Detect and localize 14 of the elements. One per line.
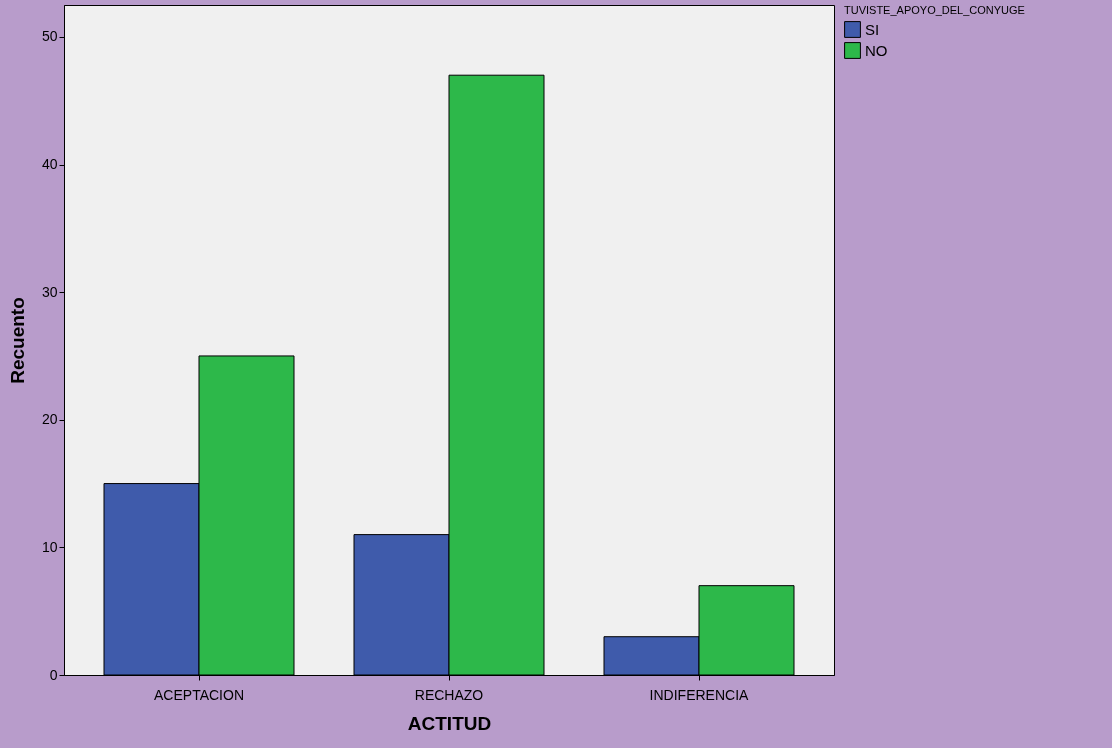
x-tick-label: RECHAZO <box>414 686 484 703</box>
y-tick-label: 10 <box>41 538 58 555</box>
y-tick-label: 20 <box>41 411 58 428</box>
y-tick-label: 40 <box>41 156 58 173</box>
x-tick-label: INDIFERENCIA <box>649 686 750 703</box>
x-tick-label: ACEPTACION <box>154 686 244 703</box>
y-tick-label: 0 <box>49 666 58 683</box>
legend-label: SI <box>865 20 880 38</box>
legend-title: TUVISTE_APOYO_DEL_CONYUGE <box>844 4 1025 16</box>
legend-label: NO <box>865 41 888 59</box>
y-axis-title: Recuento <box>6 297 28 384</box>
y-tick-label: 50 <box>41 28 58 45</box>
x-axis-title: ACTITUD <box>407 712 492 734</box>
y-tick-label: 30 <box>41 283 58 300</box>
